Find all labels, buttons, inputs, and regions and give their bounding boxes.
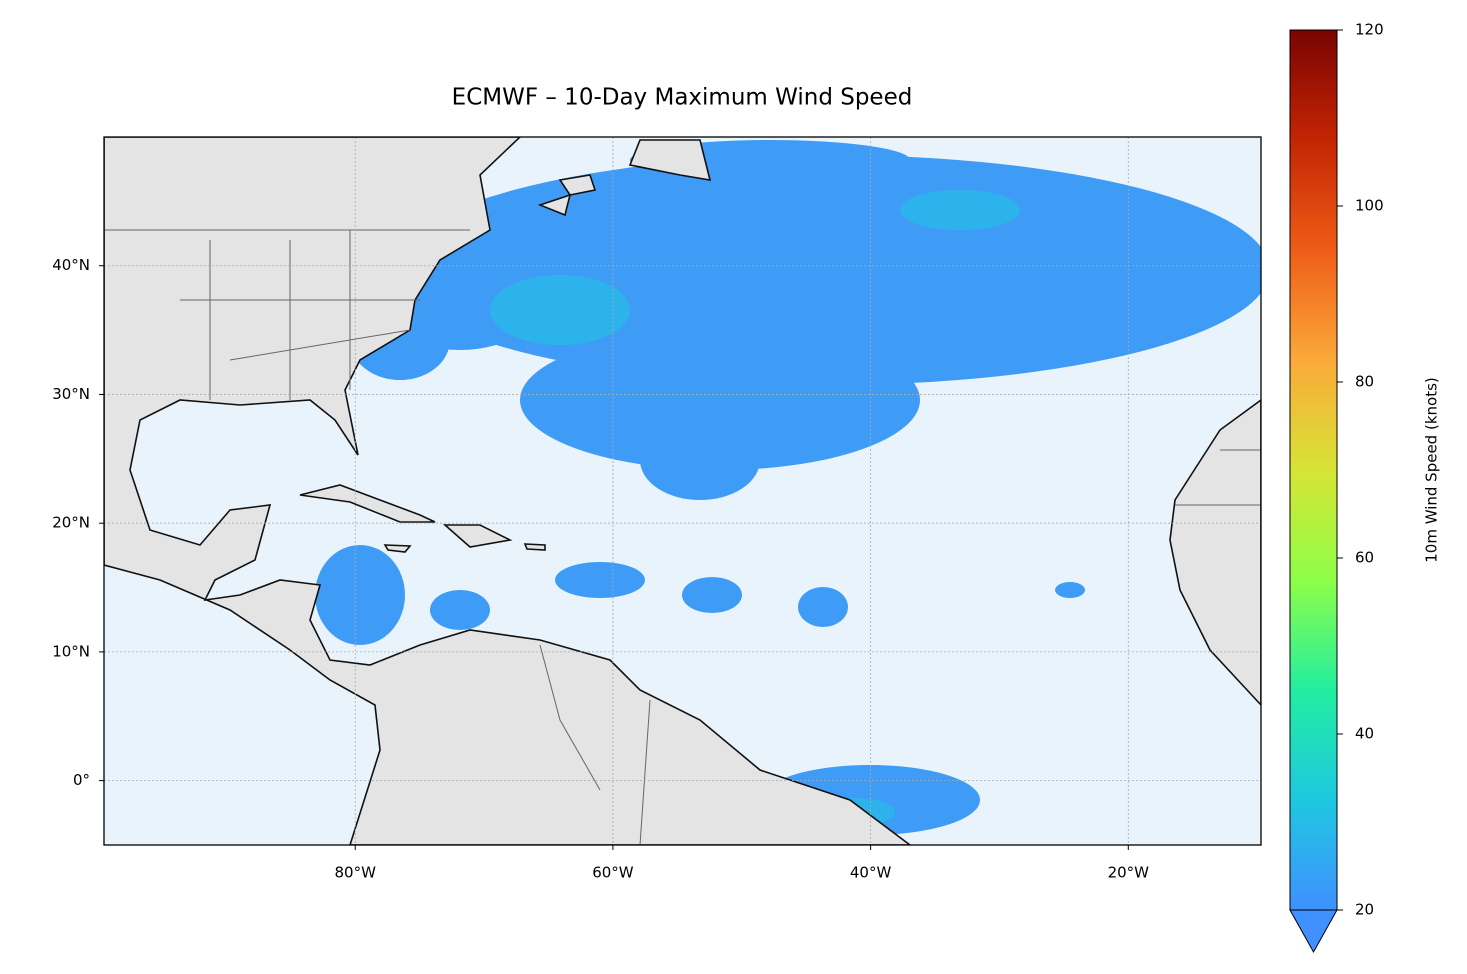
grid <box>104 137 1261 845</box>
colorbar-label: 10m Wind Speed (knots) <box>1423 377 1441 563</box>
map <box>104 137 1261 845</box>
chart-title: ECMWF – 10-Day Maximum Wind Speed <box>452 85 913 111</box>
colorbar <box>1290 30 1337 910</box>
colorbar-tick-label: 20 <box>1355 901 1374 919</box>
colorbar-tick-label: 40 <box>1355 725 1374 743</box>
x-tick-label: 60°W <box>592 864 634 882</box>
plot-frame <box>103 136 1262 846</box>
y-tick-label: 10°N <box>52 642 90 660</box>
colorbar-tick-label: 80 <box>1355 373 1374 391</box>
borders <box>104 229 1261 845</box>
x-tick-label: 20°W <box>1108 864 1150 882</box>
colorbar-extend <box>1289 909 1338 954</box>
y-tick-label: 0° <box>73 771 90 789</box>
y-tick-label: 20°N <box>52 514 90 532</box>
y-tick-label: 30°N <box>52 385 90 403</box>
colorbar-tick-label: 100 <box>1355 197 1384 215</box>
colorbar-tick-label: 120 <box>1355 21 1384 39</box>
x-tick-label: 80°W <box>335 864 377 882</box>
colorbar-frame <box>1289 29 1338 911</box>
colorbar-tick-label: 60 <box>1355 549 1374 567</box>
x-tick-label: 40°W <box>850 864 892 882</box>
y-tick-label: 40°N <box>52 256 90 274</box>
